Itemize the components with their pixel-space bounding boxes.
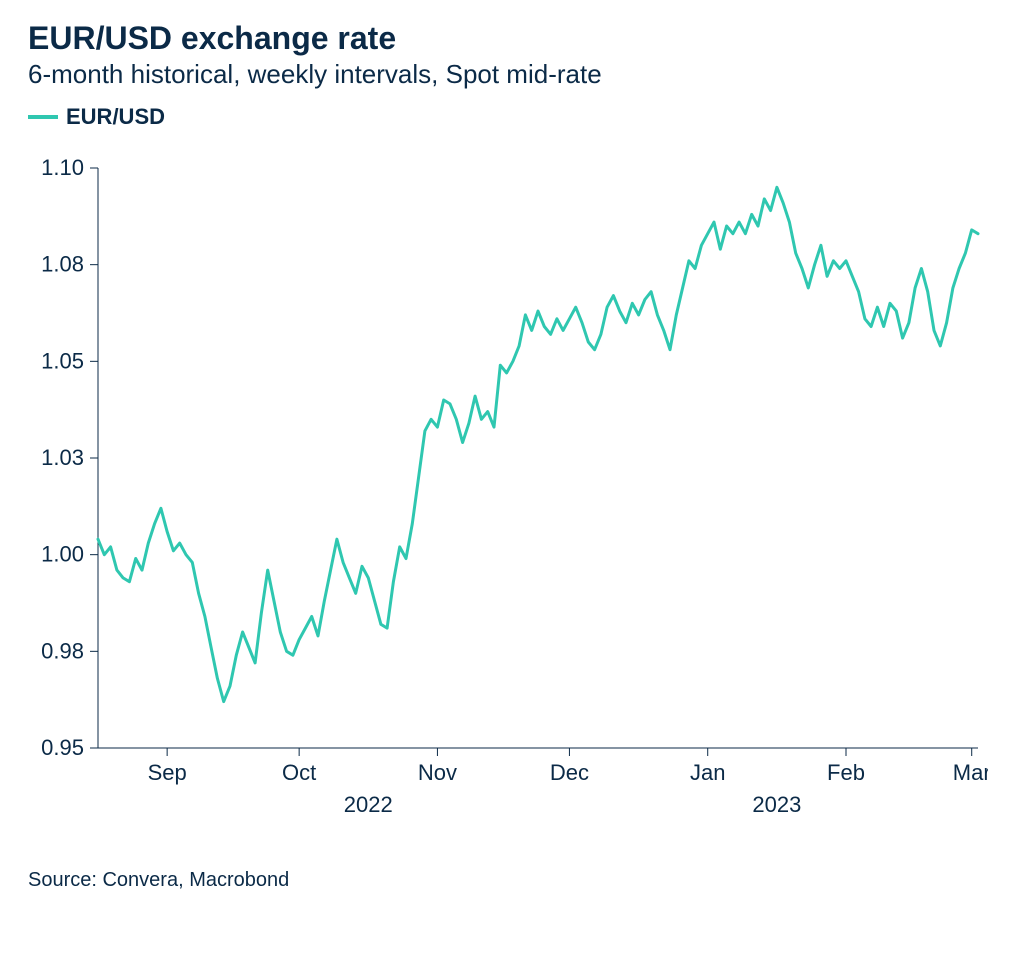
svg-text:2022: 2022 xyxy=(344,792,393,817)
svg-text:1.03: 1.03 xyxy=(41,445,84,470)
svg-text:1.05: 1.05 xyxy=(41,348,84,373)
svg-text:Nov: Nov xyxy=(418,760,457,785)
svg-text:Sep: Sep xyxy=(148,760,187,785)
legend-swatch xyxy=(28,115,58,119)
source-line: Source: Convera, Macrobond xyxy=(28,869,996,892)
svg-text:1.10: 1.10 xyxy=(41,155,84,180)
chart-area: 0.95 0.98 1.00 1.03 1.05 1.08 1.10 Sep Oct Nov Dec… xyxy=(28,148,996,853)
svg-text:Jan: Jan xyxy=(690,760,725,785)
svg-text:Feb: Feb xyxy=(827,760,865,785)
line-chart-svg: 0.95 0.98 1.00 1.03 1.05 1.08 1.10 Sep Oct Nov Dec… xyxy=(28,148,988,848)
svg-text:Oct: Oct xyxy=(282,760,316,785)
chart-container: EUR/USD exchange rate 6-month historical… xyxy=(0,0,1024,958)
svg-text:1.08: 1.08 xyxy=(41,252,84,277)
svg-text:1.00: 1.00 xyxy=(41,542,84,567)
chart-subtitle: 6-month historical, weekly intervals, Sp… xyxy=(28,59,996,90)
svg-text:0.95: 0.95 xyxy=(41,735,84,760)
svg-text:Mar: Mar xyxy=(953,760,988,785)
svg-text:2023: 2023 xyxy=(752,792,801,817)
svg-text:Dec: Dec xyxy=(550,760,589,785)
legend-label: EUR/USD xyxy=(66,104,165,130)
chart-title: EUR/USD exchange rate xyxy=(28,20,996,57)
svg-text:0.98: 0.98 xyxy=(41,638,84,663)
legend: EUR/USD xyxy=(28,104,996,130)
